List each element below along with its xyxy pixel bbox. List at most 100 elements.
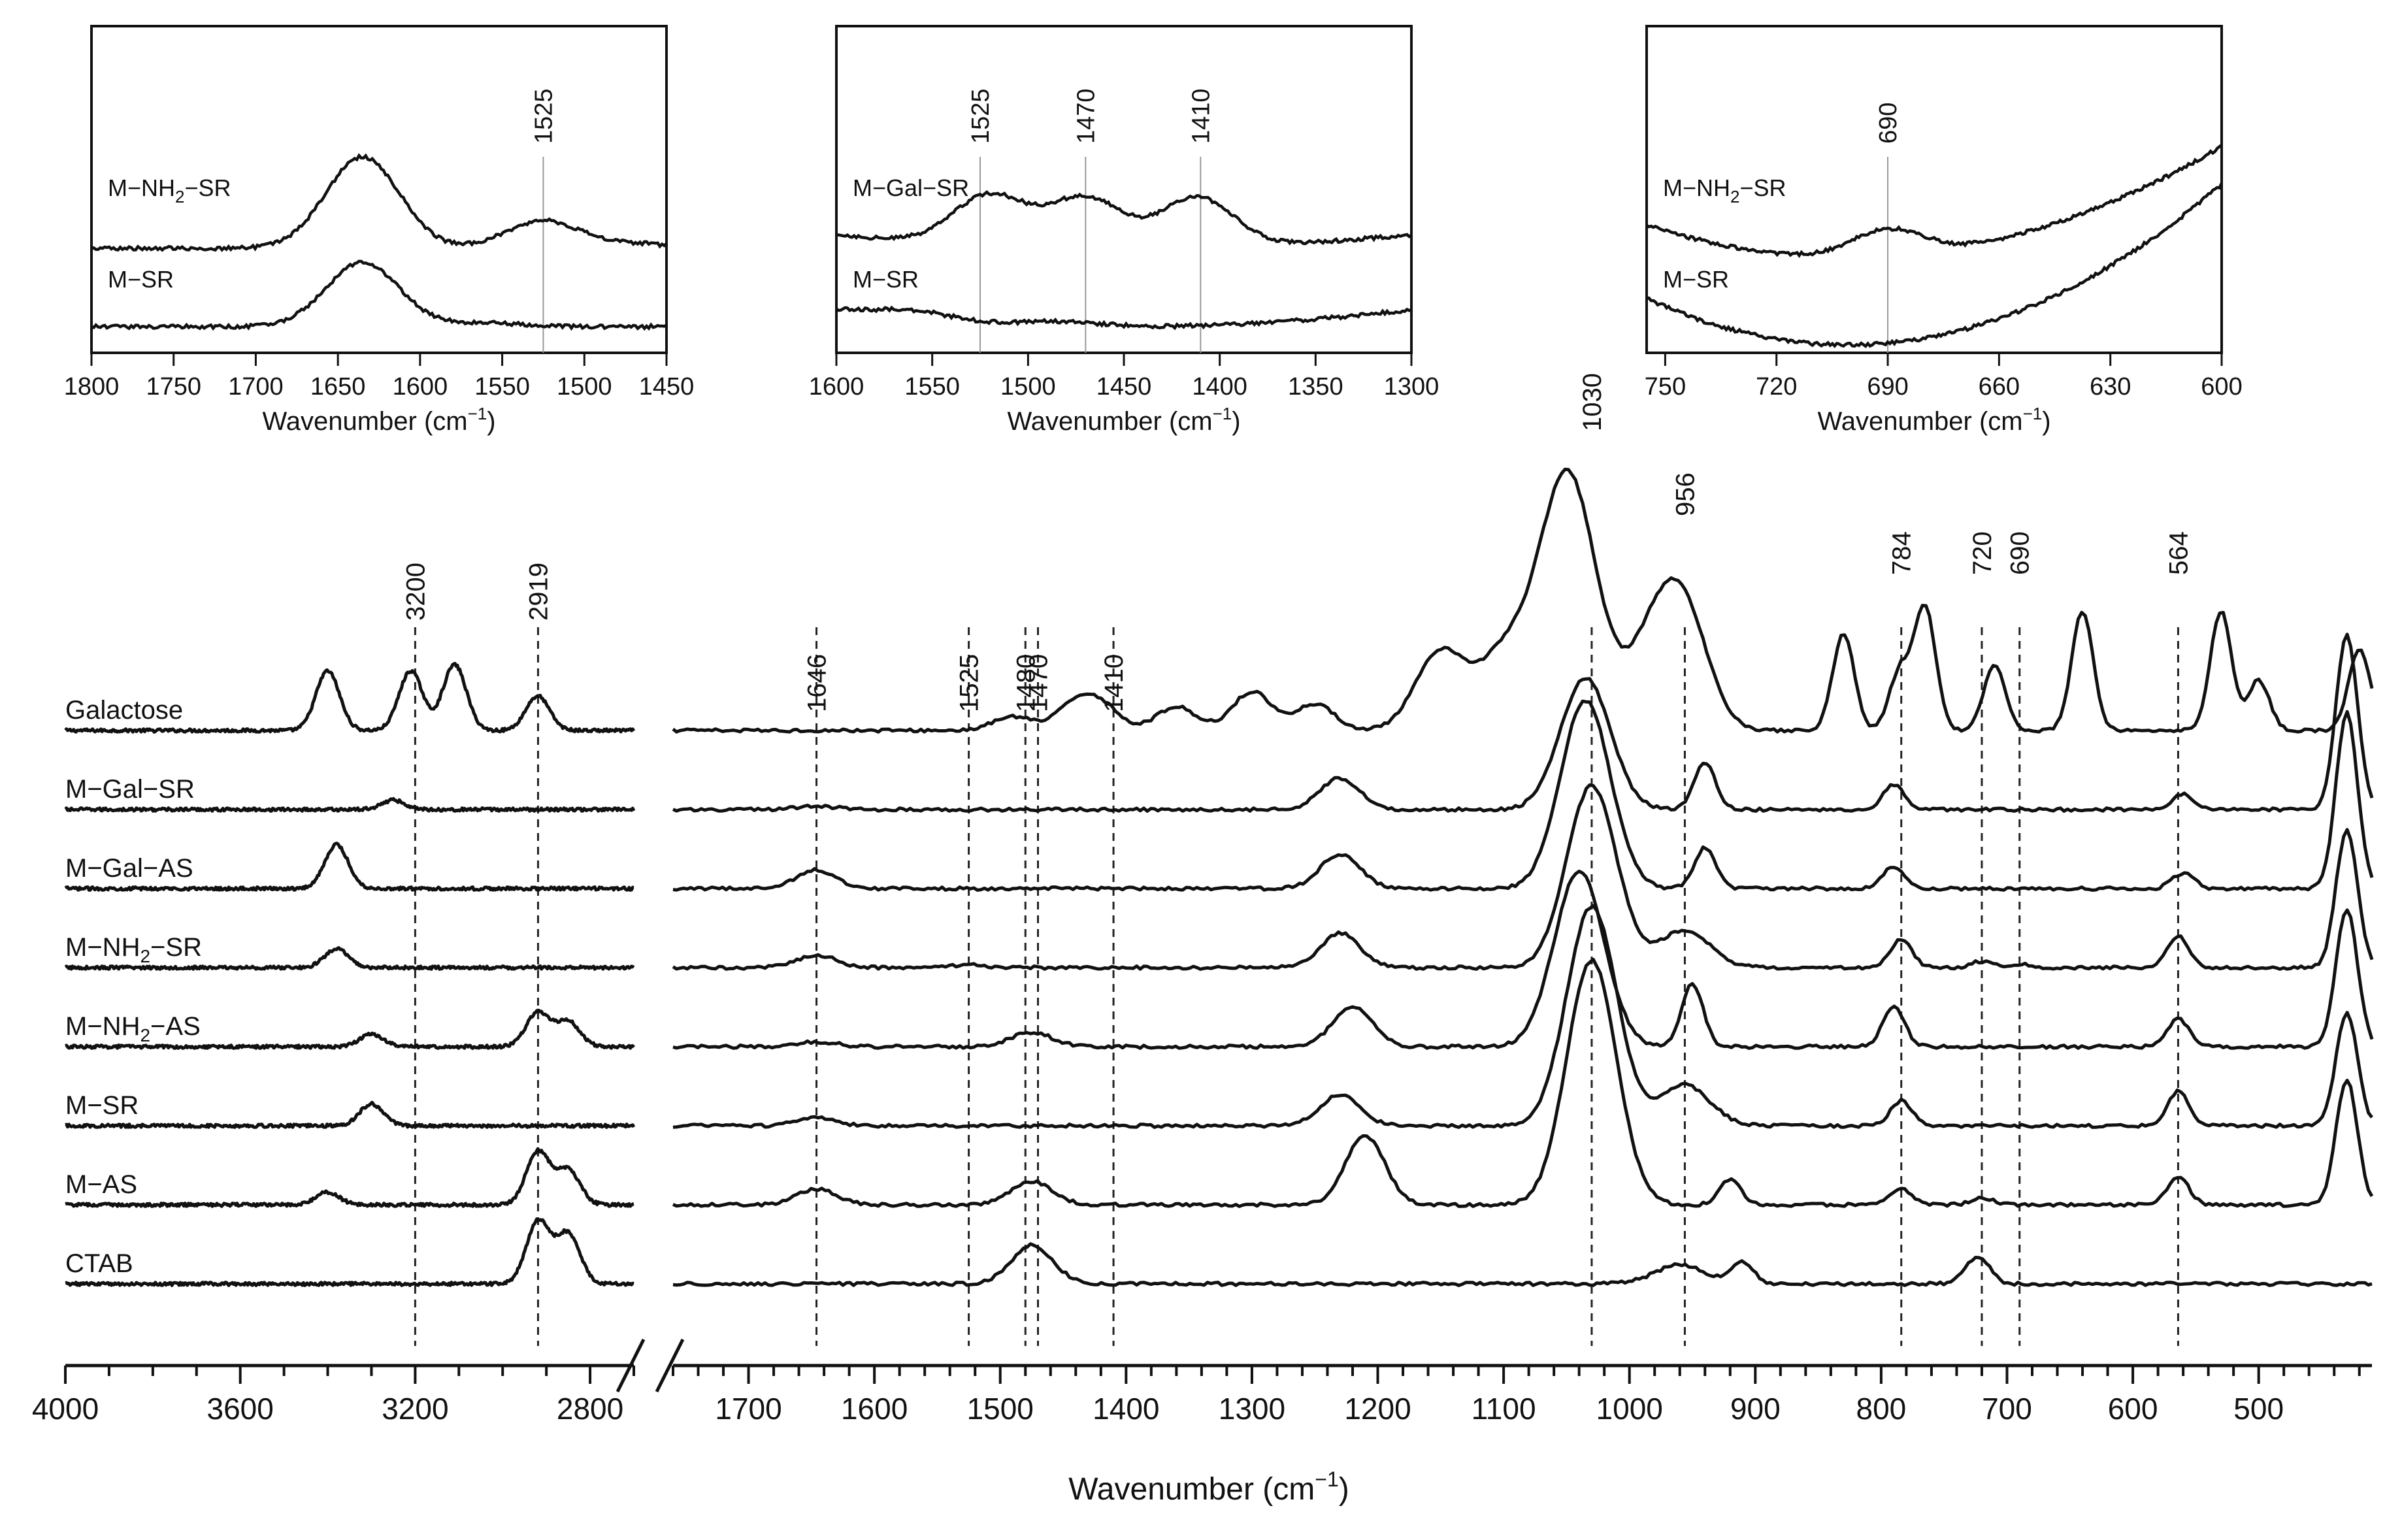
inset-tick-label-1300: 1300	[1384, 373, 1440, 401]
x-tick-label-1600: 1600	[841, 1392, 908, 1426]
series-M-SR-segment-low	[672, 904, 2373, 1129]
inset-tick-label-1500: 1500	[1000, 373, 1056, 401]
inset-series-lower	[91, 259, 668, 331]
series-M-Gal-SR-segment-high	[64, 796, 636, 813]
inset-peak-label-1525: 1525	[967, 88, 995, 144]
series-CTAB-segment-low	[672, 1242, 2373, 1287]
x-tick-label-3200: 3200	[382, 1392, 448, 1426]
inset-tick-label-1450: 1450	[1096, 373, 1152, 401]
peak-label-2919: 2919	[524, 563, 553, 621]
x-axis-title: Wavenumber (cm−1)	[1068, 1467, 1349, 1507]
series-label-M-Gal-AS: M−Gal−AS	[65, 854, 193, 883]
inset-tick-label-750: 750	[1645, 373, 1686, 401]
inset-peak-label-1525: 1525	[530, 88, 557, 144]
series-label-M-NH2-AS: M−NH2−AS	[65, 1012, 201, 1045]
peak-label-3200: 3200	[401, 563, 430, 621]
inset-tick-label-660: 660	[1979, 373, 2020, 401]
inset-axis-title: Wavenumber (cm−1)	[1817, 404, 2050, 436]
series-M-Gal-SR-segment-low	[672, 632, 2374, 813]
peak-label-1480: 1480	[1012, 654, 1040, 712]
x-tick-label-600: 600	[2108, 1392, 2158, 1426]
inset-tick-label-1700: 1700	[228, 373, 284, 401]
inset-peak-label-1410: 1410	[1187, 88, 1215, 144]
axis-break-right	[655, 1338, 685, 1393]
x-tick-label-1300: 1300	[1219, 1392, 1285, 1426]
peak-label-564: 564	[2164, 531, 2193, 575]
series-M-SR-segment-high	[65, 1100, 636, 1129]
x-tick-label-700: 700	[1982, 1392, 2032, 1426]
inset-tick-label-600: 600	[2201, 373, 2242, 401]
inset-tick-label-1400: 1400	[1192, 373, 1247, 401]
peak-label-784: 784	[1888, 531, 1917, 575]
inset-panel-3: 690 M−NH2−SR M−SR 750 720 690 660 630 600 Wavenum…	[1645, 25, 2243, 436]
inset-peak-label-1470: 1470	[1072, 88, 1100, 144]
x-tick-label-1700: 1700	[715, 1392, 781, 1426]
inset-tick-label-690: 690	[1867, 373, 1908, 401]
series-M-Gal-AS-segment-high	[64, 842, 634, 892]
series-Galactose-segment-low	[672, 467, 2374, 734]
inset-peak-label-690: 690	[1875, 103, 1902, 144]
peak-label-1470: 1470	[1025, 654, 1053, 712]
series-label-M-AS: M−AS	[65, 1170, 137, 1199]
x-tick-label-1000: 1000	[1596, 1392, 1663, 1426]
inset-tick-label-630: 630	[2090, 373, 2131, 401]
x-tick-label-900: 900	[1730, 1392, 1781, 1426]
inset-panel-2: 1525 1470 1410 M−Gal−SR M−SR 1600 1550 1500 1450…	[809, 25, 1440, 436]
series-label-M-NH2-SR: M−NH2−SR	[65, 933, 202, 966]
x-tick-label-500: 500	[2233, 1392, 2284, 1426]
inset-tick-label-1450: 1450	[639, 373, 695, 401]
series-label-Galactose: Galactose	[65, 696, 183, 725]
series-M-AS-segment-low	[672, 957, 2374, 1208]
inset-axis-title: Wavenumber (cm−1)	[1007, 404, 1240, 436]
inset-tick-label-1500: 1500	[557, 373, 612, 401]
inset-frame	[1645, 25, 2223, 354]
inset-series-upper	[91, 153, 668, 252]
x-tick-label-1500: 1500	[967, 1392, 1034, 1426]
series-CTAB-segment-high	[65, 1217, 634, 1287]
x-tick-label-1200: 1200	[1344, 1392, 1411, 1426]
series-label-CTAB: CTAB	[65, 1249, 133, 1278]
x-tick-label-800: 800	[1856, 1392, 1907, 1426]
inset-series-upper	[1645, 144, 2223, 258]
peak-label-956: 956	[1671, 472, 1700, 516]
series-M-NH2-AS-segment-high	[64, 1008, 635, 1050]
peak-label-1525: 1525	[955, 654, 984, 712]
series-label-M-SR: M−SR	[65, 1091, 139, 1120]
series-label-M-Gal-SR: M−Gal−SR	[65, 775, 195, 804]
inset-tick-label-1600: 1600	[809, 373, 864, 401]
series-Galactose-segment-high	[64, 662, 636, 734]
inset-frame	[90, 25, 668, 354]
inset-series-label: M−SR	[1663, 266, 1729, 293]
inset-series-label: M−Gal−SR	[853, 174, 969, 201]
inset-series-label: M−NH2−SR	[1663, 174, 1786, 206]
inset-series-upper	[836, 190, 1413, 246]
peak-label-690: 690	[2006, 531, 2035, 575]
x-tick-label-2800: 2800	[557, 1392, 623, 1426]
inset-axis-title: Wavenumber (cm−1)	[262, 404, 495, 436]
inset-series-lower	[1646, 182, 2224, 348]
x-tick-label-4000: 4000	[32, 1392, 99, 1426]
inset-tick-label-1650: 1650	[310, 373, 366, 401]
series-M-Gal-AS-segment-low	[672, 699, 2374, 892]
series-M-NH2-SR-segment-low	[672, 783, 2374, 971]
inset-series-label: M−SR	[853, 266, 919, 293]
inset-tick-label-1550: 1550	[904, 373, 960, 401]
series-M-NH2-SR-segment-high	[64, 946, 635, 971]
inset-series-lower	[835, 305, 1412, 331]
inset-tick-label-1750: 1750	[146, 373, 201, 401]
inset-panel-1: 1525 M−NH2−SR M−SR 1800 1750 1700 1650 1600 1550…	[64, 25, 695, 436]
axis-break-left	[616, 1338, 646, 1393]
peak-label-720: 720	[1968, 531, 1997, 575]
inset-tick-label-1600: 1600	[393, 373, 448, 401]
peak-label-1646: 1646	[803, 654, 832, 712]
inset-series-label: M−SR	[108, 266, 174, 293]
series-M-NH2-AS-segment-low	[672, 870, 2374, 1050]
inset-tick-label-1550: 1550	[474, 373, 530, 401]
x-tick-label-3600: 3600	[207, 1392, 274, 1426]
inset-tick-label-1350: 1350	[1288, 373, 1343, 401]
inset-series-label: M−NH2−SR	[108, 174, 231, 206]
series-M-AS-segment-high	[65, 1147, 634, 1208]
x-tick-label-1100: 1100	[1472, 1392, 1536, 1426]
x-tick-label-1400: 1400	[1093, 1392, 1159, 1426]
